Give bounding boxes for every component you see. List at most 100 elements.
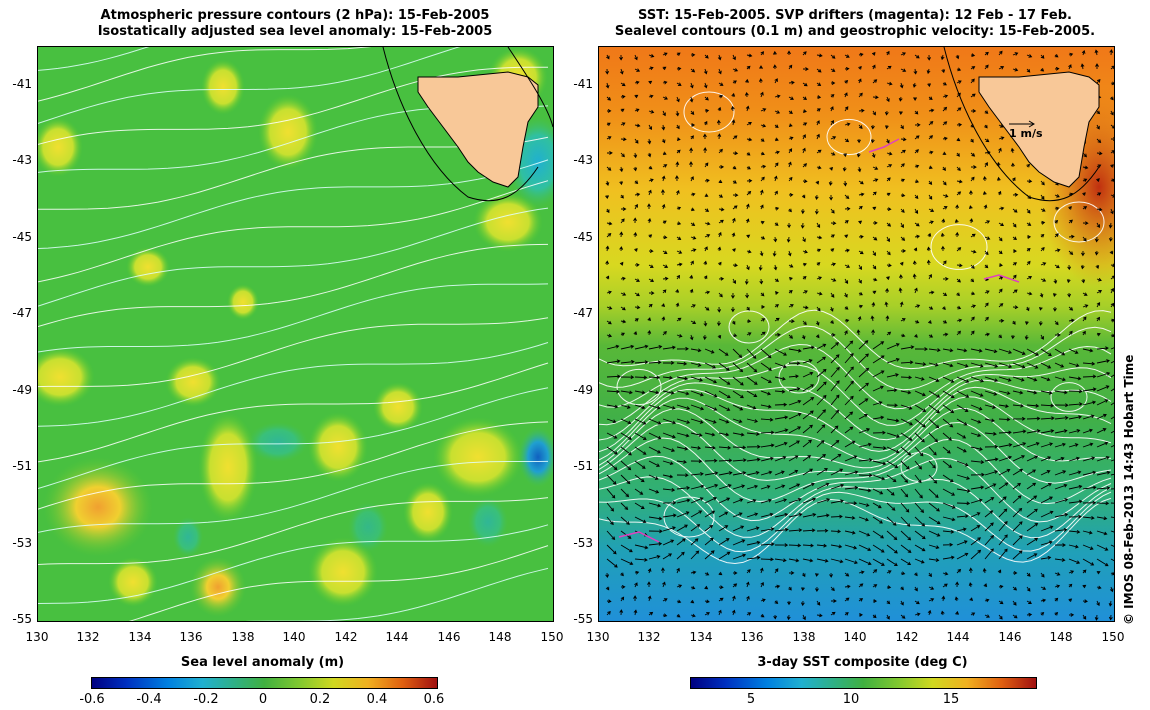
velocity-arrow bbox=[816, 482, 830, 490]
velocity-arrow bbox=[620, 460, 632, 471]
velocity-arrow bbox=[787, 601, 791, 606]
velocity-arrow bbox=[998, 468, 1011, 476]
velocity-arrow bbox=[704, 234, 711, 238]
velocity-arrow bbox=[884, 110, 889, 116]
velocity-arrow bbox=[928, 208, 935, 212]
velocity-arrow bbox=[970, 249, 977, 254]
velocity-arrow bbox=[1110, 263, 1114, 268]
velocity-arrow bbox=[788, 276, 793, 281]
velocity-arrow bbox=[633, 217, 637, 224]
velocity-arrow bbox=[760, 430, 775, 435]
velocity-arrow bbox=[773, 50, 777, 56]
velocity-arrow bbox=[634, 192, 641, 197]
velocity-arrow bbox=[1096, 138, 1102, 143]
velocity-arrow bbox=[675, 288, 680, 294]
velocity-arrow bbox=[970, 432, 982, 438]
velocity-arrow bbox=[703, 82, 708, 89]
velocity-arrow bbox=[942, 555, 955, 560]
velocity-arrow bbox=[676, 390, 690, 396]
velocity-arrow bbox=[829, 194, 833, 201]
velocity-arrow bbox=[1012, 495, 1022, 504]
velocity-arrow bbox=[1012, 482, 1021, 490]
velocity-arrow bbox=[704, 108, 710, 113]
velocity-arrow bbox=[1096, 570, 1101, 575]
velocity-arrow bbox=[788, 64, 793, 70]
velocity-arrow bbox=[830, 409, 840, 420]
velocity-arrow bbox=[872, 569, 878, 574]
velocity-arrow bbox=[1082, 330, 1086, 336]
left-xtick: 136 bbox=[179, 630, 203, 644]
velocity-arrow bbox=[928, 404, 940, 414]
left-xtick: 146 bbox=[437, 630, 461, 644]
velocity-arrow bbox=[676, 511, 690, 518]
velocity-arrow bbox=[606, 333, 613, 338]
velocity-arrow bbox=[718, 458, 733, 463]
velocity-arrow bbox=[998, 614, 1003, 620]
velocity-arrow bbox=[1082, 456, 1096, 462]
left-ytick: -41 bbox=[12, 77, 32, 91]
velocity-arrow bbox=[718, 609, 722, 616]
pressure-contour-line bbox=[38, 207, 549, 307]
velocity-arrow bbox=[844, 597, 850, 602]
velocity-arrow bbox=[703, 120, 708, 126]
velocity-arrow bbox=[844, 501, 858, 506]
velocity-arrow bbox=[1052, 292, 1057, 297]
velocity-arrow bbox=[998, 455, 1013, 462]
sealevel-contour-line bbox=[599, 437, 1112, 505]
velocity-arrow bbox=[984, 497, 995, 504]
velocity-arrow bbox=[970, 78, 975, 84]
velocity-arrow bbox=[1082, 485, 1097, 490]
velocity-arrow bbox=[746, 499, 757, 504]
velocity-arrow bbox=[1040, 180, 1045, 186]
velocity-arrow bbox=[675, 161, 680, 168]
velocity-arrow bbox=[998, 534, 1008, 546]
velocity-arrow bbox=[634, 54, 638, 61]
velocity-arrow bbox=[914, 516, 926, 527]
right-colorbar bbox=[690, 677, 1037, 689]
velocity-arrow bbox=[1082, 470, 1097, 476]
velocity-arrow bbox=[689, 288, 694, 294]
velocity-arrow bbox=[914, 304, 921, 308]
velocity-arrow bbox=[816, 600, 821, 606]
velocity-arrow bbox=[802, 512, 817, 518]
velocity-arrow bbox=[732, 595, 736, 602]
velocity-arrow bbox=[606, 320, 612, 325]
velocity-arrow bbox=[970, 53, 976, 58]
velocity-arrow bbox=[1068, 428, 1081, 434]
velocity-arrow bbox=[928, 320, 932, 324]
velocity-arrow bbox=[914, 586, 918, 592]
velocity-arrow bbox=[662, 289, 667, 294]
velocity-arrow bbox=[830, 106, 834, 112]
velocity-arrow bbox=[1026, 495, 1038, 504]
velocity-arrow bbox=[1012, 535, 1023, 546]
velocity-arrow bbox=[717, 106, 722, 112]
velocity-arrow bbox=[1081, 278, 1086, 284]
velocity-arrow bbox=[1068, 306, 1074, 311]
velocity-arrow bbox=[886, 207, 892, 212]
velocity-arrow bbox=[648, 390, 660, 395]
velocity-arrow bbox=[634, 474, 645, 483]
velocity-arrow bbox=[661, 316, 666, 322]
left-xtick: 142 bbox=[334, 630, 358, 644]
velocity-arrow bbox=[690, 176, 694, 182]
velocity-arrow bbox=[774, 484, 786, 490]
velocity-arrow bbox=[872, 530, 885, 539]
velocity-arrow bbox=[788, 290, 793, 294]
velocity-arrow bbox=[998, 404, 1009, 409]
velocity-arrow bbox=[788, 348, 802, 353]
velocity-arrow bbox=[942, 121, 948, 126]
velocity-arrow bbox=[942, 432, 952, 441]
velocity-arrow bbox=[926, 68, 931, 75]
velocity-arrow bbox=[1010, 147, 1015, 154]
left-colorbar-tick: -0.6 bbox=[79, 692, 105, 707]
velocity-arrow bbox=[1012, 222, 1017, 228]
velocity-arrow bbox=[746, 376, 758, 385]
velocity-arrow bbox=[662, 500, 677, 505]
velocity-arrow bbox=[605, 194, 610, 200]
velocity-arrow bbox=[606, 516, 614, 526]
velocity-arrow bbox=[605, 275, 610, 280]
velocity-arrow bbox=[1082, 516, 1095, 520]
velocity-arrow bbox=[732, 205, 738, 210]
velocity-arrow bbox=[830, 514, 843, 519]
velocity-arrow bbox=[844, 516, 856, 520]
